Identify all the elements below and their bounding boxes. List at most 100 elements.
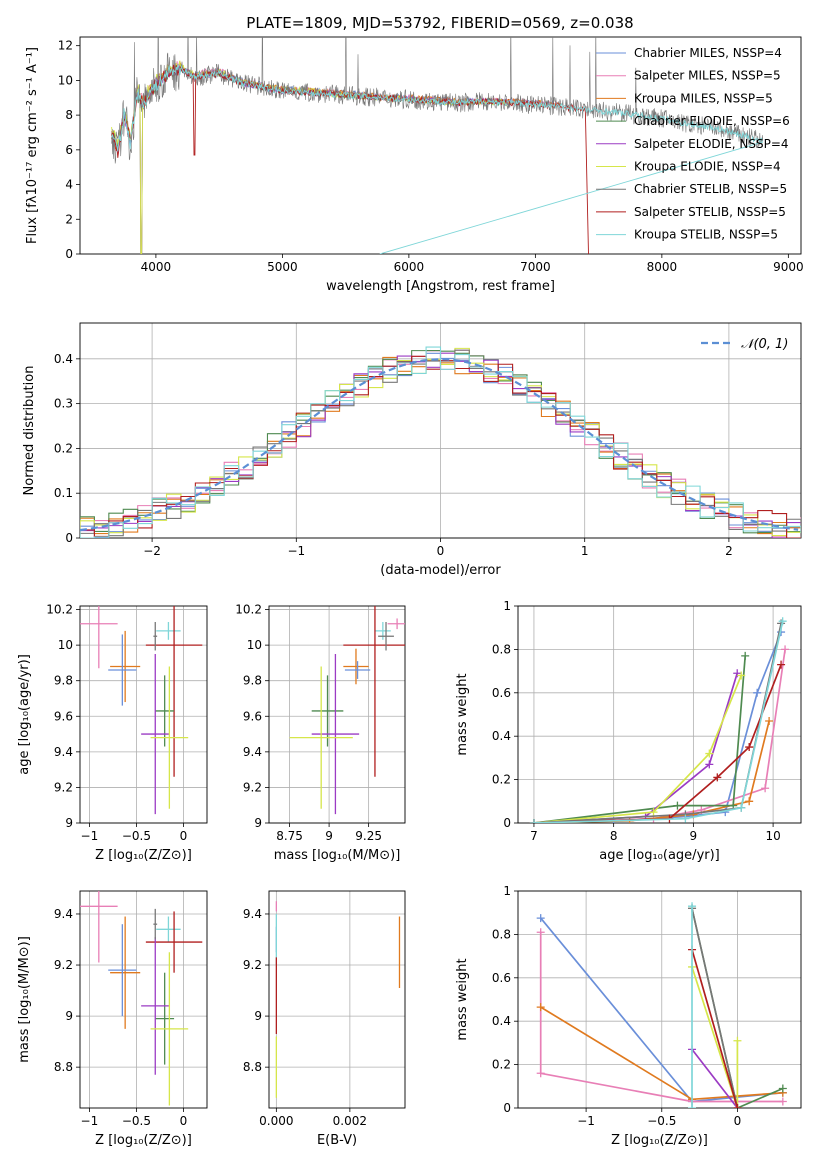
weight-line [691,966,739,1108]
age-vs-mass-axes: 8.75 9 9.25 9 9.2 9.4 9.6 9.8 10 10.2 mass [log₁₀(… [235,603,406,863]
residuals-ytick-label: 0.1 [54,486,73,500]
mass-vs-Z-xlabel: Z [log₁₀(Z/Z⊙)] [95,1133,192,1148]
spectrum-lines [111,37,764,254]
spectrum-series-line [111,37,764,164]
mass-vs-Z-frame [79,890,208,1109]
spectrum-xtick-label: 9000 [773,260,804,274]
age-vs-Z-axes: −1 −0.5 0 9 9.2 9.4 9.6 9.8 10 10.2 Z [log₁₀(Z/Z⊙)… [17,603,208,863]
Z-weights-xtick-label: 0 [734,1114,742,1128]
weight-marker [713,773,722,782]
age-weights-ytick-label: 0 [503,816,511,830]
spectrum-ytick-label: 12 [58,39,73,53]
weight-line [691,949,739,1108]
weight-marker [745,743,754,752]
age-weights-ytick-label: 0.8 [492,642,511,656]
Z-weights-ytick-label: 0.4 [492,1014,511,1028]
age-vs-mass-xtick-label: 9 [325,829,333,843]
spectrum-ytick-label: 8 [65,108,73,122]
legend-entry: Kroupa STELIB, NSSP=5 [634,228,778,242]
weight-marker [705,749,714,758]
weight-line [533,673,739,823]
mass-vs-ebv-ytick-label: 9.4 [243,907,262,921]
mass-vs-Z-xtick-label: −0.5 [122,1114,151,1128]
spectrum-ytick-label: 10 [58,73,73,87]
mass-vs-Z-ytick-label: 9.2 [54,958,73,972]
mass-vs-Z-ytick-label: 9 [65,1009,73,1023]
age-vs-Z-xlabel: Z [log₁₀(Z/Z⊙)] [95,848,192,863]
residuals-ytick-label: 0 [65,531,73,545]
age-vs-mass-points [289,606,405,815]
mass-vs-Z-points [80,891,203,1106]
Z-weights-ytick-label: 1 [503,884,511,898]
spectrum-xtick-label: 5000 [267,260,298,274]
Z-weights-ytick-label: 0.2 [492,1058,511,1072]
mass-vs-ebv-xtick-label: 0.000 [259,1114,293,1128]
age-weights-ytick-label: 0.6 [492,686,511,700]
age-weights-xtick-label: 10 [765,829,780,843]
spectrum-xtick-label: 4000 [141,260,172,274]
spectrum-xtick-label: 7000 [520,260,551,274]
residuals-xtick-label: −2 [143,544,161,558]
residuals-frame [79,322,802,539]
weight-line [691,1048,739,1108]
spectrum-series-line [111,63,763,254]
weight-marker [741,651,750,660]
age-vs-Z-xtick-label: −1 [81,829,99,843]
weight-marker [649,808,658,817]
mass-vs-Z-ytick-label: 9.4 [54,907,73,921]
weight-marker [673,801,682,810]
age-vs-mass-ytick-label: 10.2 [235,603,262,617]
spectrum-frame [79,36,802,255]
residuals-axes: −2 −1 0 1 2 0 0.1 0.2 0.3 0.4 (data-model)/error No… [22,322,802,578]
weight-marker [778,1084,787,1093]
weight-marker [536,1069,545,1078]
weight-marker [536,1003,545,1012]
age-vs-Z-ytick-label: 9.8 [54,674,73,688]
Z-weights-ytick-label: 0 [503,1101,511,1115]
mass-vs-ebv-xlabel: E(B-V) [317,1133,357,1148]
weight-marker [761,784,770,793]
legend-entry: Chabrier ELODIE, NSSP=6 [634,114,790,128]
weight-marker [745,797,754,806]
residuals-ytick-label: 0.4 [54,352,73,366]
weight-line [533,621,784,823]
residuals-ytick-label: 0.2 [54,441,73,455]
Z-weights-xtick-label: −1 [577,1114,595,1128]
age-vs-mass-ytick-label: 9 [254,816,262,830]
age-weights-lines [529,617,790,823]
age-vs-Z-xtick-label: −0.5 [122,829,151,843]
mass-vs-ebv-ytick-label: 8.8 [243,1060,262,1074]
residuals-ylabel: Normed distribution [22,366,37,496]
mass-vs-ebv-ytick-label: 9.2 [243,958,262,972]
age-weights-ytick-label: 1 [503,599,511,613]
residuals-ytick-label: 0.3 [54,397,73,411]
Z-weights-xlabel: Z [log₁₀(Z/Z⊙)] [611,1133,708,1148]
spectrum-ytick-label: 2 [65,212,73,226]
weight-marker [688,902,697,911]
age-vs-Z-ytick-label: 10 [58,638,73,652]
age-vs-Z-xtick-label: 0 [180,829,188,843]
weight-marker [705,760,714,769]
spectrum-ylabel: Flux [fλ10⁻¹⁷ erg cm⁻² s⁻¹ A⁻¹] [25,47,40,244]
residual-hist [80,355,801,538]
age-weights-xlabel: age [log₁₀(age/yr)] [599,848,720,863]
weight-marker [778,617,787,626]
weight-marker [536,928,545,937]
figure-title: PLATE=1809, MJD=53792, FIBERID=0569, z=0… [246,14,633,32]
weight-marker [737,671,746,680]
age-weights-xtick-label: 9 [690,829,698,843]
mass-vs-Z-ylabel: mass [log₁₀(M/M⊙)] [17,936,32,1063]
spectrum-axes: 4000 5000 6000 7000 8000 9000 0 2 4 6 8 10 12 wavelen… [25,36,804,294]
Z-weights-xtick-label: −0.5 [647,1114,676,1128]
age-vs-mass-ytick-label: 9.4 [243,745,262,759]
weight-marker [733,1104,742,1108]
legend-entry: Kroupa ELODIE, NSSP=4 [634,160,781,174]
weight-marker [737,803,746,812]
mass-vs-Z-xtick-label: 0 [180,1114,188,1128]
age-vs-Z-ytick-label: 9.6 [54,709,73,723]
mass-vs-Z-ytick-label: 8.8 [54,1060,73,1074]
weight-marker [765,717,774,726]
legend-entry: 𝒩(0, 1) [741,337,788,352]
mass-vs-Z-xtick-label: −1 [81,1114,99,1128]
legend-entry: Salpeter STELIB, NSSP=5 [634,205,786,219]
